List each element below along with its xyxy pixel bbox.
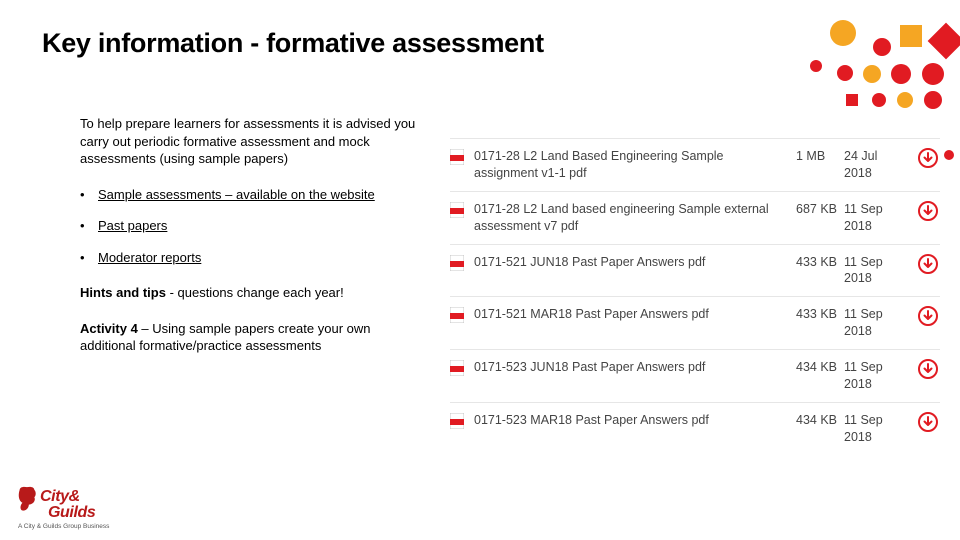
file-size: 433 KB xyxy=(796,254,844,271)
pdf-icon xyxy=(450,255,464,271)
left-column: To help prepare learners for assessments… xyxy=(80,115,420,355)
hints-text: Hints and tips - questions change each y… xyxy=(80,284,420,302)
file-name: 0171-521 MAR18 Past Paper Answers pdf xyxy=(474,306,796,323)
decor-shape xyxy=(928,23,960,60)
file-size: 434 KB xyxy=(796,359,844,376)
download-icon[interactable] xyxy=(916,148,940,168)
logo-sub: A City & Guilds Group Business xyxy=(18,523,110,530)
download-icon[interactable] xyxy=(916,201,940,221)
download-icon[interactable] xyxy=(916,412,940,432)
file-name: 0171-28 L2 Land based engineering Sample… xyxy=(474,201,796,235)
file-name: 0171-523 JUN18 Past Paper Answers pdf xyxy=(474,359,796,376)
file-name: 0171-523 MAR18 Past Paper Answers pdf xyxy=(474,412,796,429)
download-icon[interactable] xyxy=(916,306,940,326)
file-list: 0171-28 L2 Land Based Engineering Sample… xyxy=(450,138,940,455)
page-title: Key information - formative assessment xyxy=(42,28,544,59)
file-date: 24 Jul 2018 xyxy=(844,148,906,182)
decor-shape xyxy=(830,20,856,46)
download-icon[interactable] xyxy=(916,359,940,379)
brand-logo: City& Guilds A City & Guilds Group Busin… xyxy=(18,489,110,530)
file-size: 433 KB xyxy=(796,306,844,323)
decor-shape xyxy=(863,65,881,83)
decor-shape xyxy=(891,64,911,84)
file-row[interactable]: 0171-28 L2 Land based engineering Sample… xyxy=(450,191,940,244)
activity-text: Activity 4 – Using sample papers create … xyxy=(80,320,420,355)
decor-shape xyxy=(872,93,886,107)
file-date: 11 Sep 2018 xyxy=(844,254,906,288)
intro-text: To help prepare learners for assessments… xyxy=(80,115,420,168)
lion-icon xyxy=(16,486,38,514)
file-size: 687 KB xyxy=(796,201,844,218)
bullet-marker: • xyxy=(80,249,98,267)
file-row[interactable]: 0171-521 MAR18 Past Paper Answers pdf433… xyxy=(450,296,940,349)
file-date: 11 Sep 2018 xyxy=(844,306,906,340)
file-date: 11 Sep 2018 xyxy=(844,201,906,235)
logo-line1: City& xyxy=(40,489,110,505)
bullet-text: Past papers xyxy=(98,217,420,235)
download-icon[interactable] xyxy=(916,254,940,274)
bullet-item: • Past papers xyxy=(80,217,420,235)
bullet-text: Sample assessments – available on the we… xyxy=(98,186,420,204)
bullet-item: • Sample assessments – available on the … xyxy=(80,186,420,204)
bullet-marker: • xyxy=(80,186,98,204)
decor-shape xyxy=(924,91,942,109)
file-row[interactable]: 0171-28 L2 Land Based Engineering Sample… xyxy=(450,138,940,191)
file-name: 0171-28 L2 Land Based Engineering Sample… xyxy=(474,148,796,182)
decor-shape xyxy=(897,92,913,108)
bullet-marker: • xyxy=(80,217,98,235)
hints-label: Hints and tips xyxy=(80,285,166,300)
pdf-icon xyxy=(450,307,464,323)
file-size: 1 MB xyxy=(796,148,844,165)
file-row[interactable]: 0171-523 MAR18 Past Paper Answers pdf434… xyxy=(450,402,940,455)
decor-shape xyxy=(837,65,853,81)
pdf-icon xyxy=(450,413,464,429)
decor-shape xyxy=(810,60,822,72)
decor-shape xyxy=(873,38,891,56)
bullet-text: Moderator reports xyxy=(98,249,420,267)
activity-label: Activity 4 xyxy=(80,321,138,336)
file-name: 0171-521 JUN18 Past Paper Answers pdf xyxy=(474,254,796,271)
pdf-icon xyxy=(450,202,464,218)
file-size: 434 KB xyxy=(796,412,844,429)
decor-shape xyxy=(922,63,944,85)
bullet-list: • Sample assessments – available on the … xyxy=(80,186,420,267)
file-row[interactable]: 0171-523 JUN18 Past Paper Answers pdf434… xyxy=(450,349,940,402)
decor-shape xyxy=(846,94,858,106)
file-date: 11 Sep 2018 xyxy=(844,412,906,446)
decor-shape xyxy=(900,25,922,47)
file-row[interactable]: 0171-521 JUN18 Past Paper Answers pdf433… xyxy=(450,244,940,297)
decor-shape xyxy=(944,150,954,160)
slide: Key information - formative assessment T… xyxy=(0,0,960,540)
hints-rest: - questions change each year! xyxy=(166,285,344,300)
file-date: 11 Sep 2018 xyxy=(844,359,906,393)
logo-line2: Guilds xyxy=(48,505,110,521)
pdf-icon xyxy=(450,149,464,165)
pdf-icon xyxy=(450,360,464,376)
bullet-item: • Moderator reports xyxy=(80,249,420,267)
